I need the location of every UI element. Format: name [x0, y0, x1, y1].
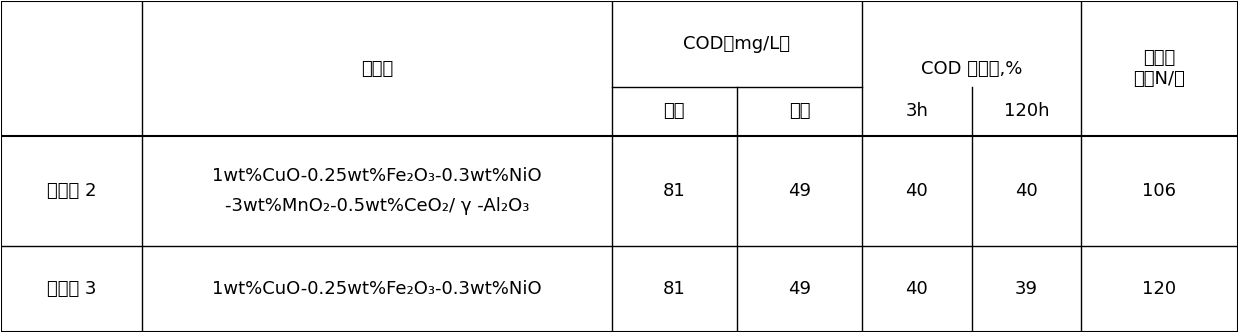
Text: 81: 81 [663, 280, 685, 298]
Text: 40: 40 [906, 280, 928, 298]
Text: 120h: 120h [1004, 103, 1049, 121]
Text: 1wt%CuO-0.25wt%Fe₂O₃-0.3wt%NiO: 1wt%CuO-0.25wt%Fe₂O₃-0.3wt%NiO [212, 280, 541, 298]
Text: 1wt%CuO-0.25wt%Fe₂O₃-0.3wt%NiO
-3wt%MnO₂-0.5wt%CeO₂/ γ -Al₂O₃: 1wt%CuO-0.25wt%Fe₂O₃-0.3wt%NiO -3wt%MnO₂… [212, 167, 541, 214]
Text: 39: 39 [1015, 280, 1038, 298]
Text: COD（mg/L）: COD（mg/L） [684, 35, 790, 53]
Text: 进水: 进水 [664, 103, 685, 121]
Text: COD 去除率,%: COD 去除率,% [921, 60, 1022, 78]
Text: 实施例 2: 实施例 2 [47, 182, 97, 200]
Text: 49: 49 [788, 280, 812, 298]
Text: 120: 120 [1142, 280, 1177, 298]
Text: 抗压强
度，N/颗: 抗压强 度，N/颗 [1134, 49, 1186, 88]
Text: 40: 40 [906, 182, 928, 200]
Text: 实施例 3: 实施例 3 [47, 280, 97, 298]
Text: 催化剂: 催化剂 [361, 60, 393, 78]
Text: 49: 49 [788, 182, 812, 200]
Text: 40: 40 [1015, 182, 1038, 200]
Text: 106: 106 [1142, 182, 1176, 200]
Text: 出水: 出水 [789, 103, 810, 121]
Text: 3h: 3h [906, 103, 928, 121]
Text: 81: 81 [663, 182, 685, 200]
